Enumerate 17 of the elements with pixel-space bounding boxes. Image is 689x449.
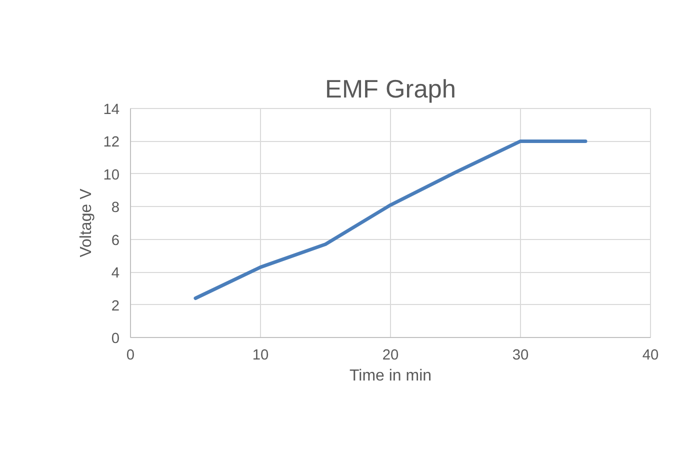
y-tick-label: 4 — [111, 266, 120, 282]
x-axis-title: Time in min — [349, 368, 432, 384]
y-tick-label: 8 — [111, 200, 120, 216]
x-tick-label: 30 — [512, 348, 529, 364]
y-tick-label: 6 — [111, 232, 120, 249]
x-tick-label: 10 — [252, 348, 269, 364]
y-tick-label: 12 — [103, 134, 120, 151]
chart-title: EMF Graph — [325, 76, 456, 104]
y-tick-label: 14 — [103, 102, 120, 118]
x-tick-label: 20 — [382, 348, 399, 364]
x-tick-label: 40 — [642, 348, 659, 364]
y-axis-title: Voltage V — [78, 188, 96, 258]
x-tick-label: 0 — [126, 348, 135, 364]
y-tick-label: 10 — [103, 167, 120, 184]
y-tick-label: 0 — [111, 331, 120, 347]
y-tick-label: 2 — [111, 298, 120, 314]
line-series — [194, 139, 588, 300]
